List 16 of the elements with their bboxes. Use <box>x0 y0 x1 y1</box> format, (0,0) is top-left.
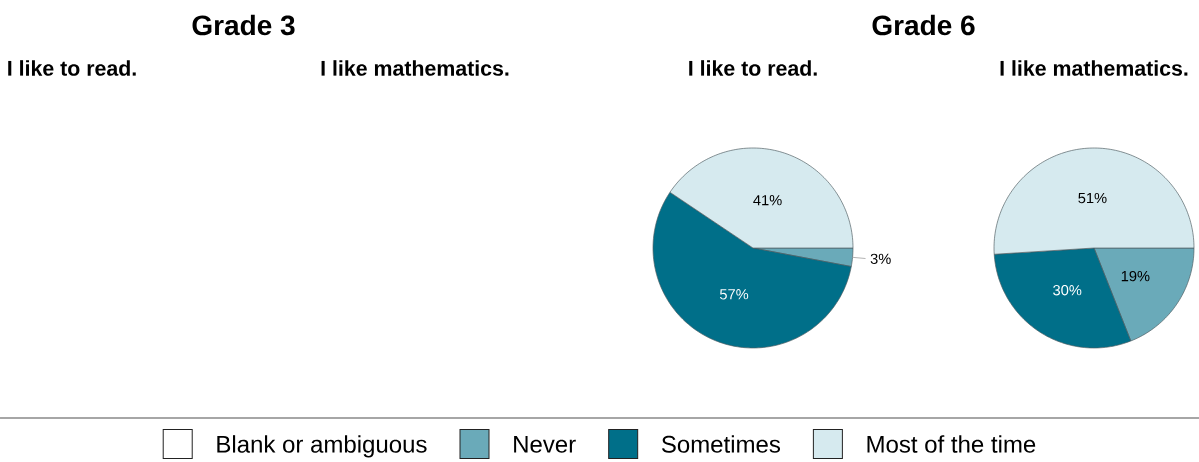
legend-label: Never <box>514 436 576 453</box>
data-label: 19% <box>1121 270 1150 282</box>
chart-subtitle: I like to read. <box>689 60 817 76</box>
data-label: 41% <box>753 195 782 206</box>
legend-label: Most of the time <box>867 435 1036 453</box>
text: Grade 3 <box>192 14 295 36</box>
legend-label: Blank or ambiguous <box>217 435 427 458</box>
data-label: 51% <box>1078 192 1107 204</box>
data-label: 3% <box>870 253 891 264</box>
legend-label: Sometimes <box>661 435 781 453</box>
data-label: 30% <box>1053 285 1082 296</box>
chart-title: Grade 6 <box>872 14 975 36</box>
chart-subtitle: I like mathematics. <box>1000 60 1188 76</box>
text: I like to read. <box>8 60 136 76</box>
data-label: 57% <box>719 289 749 300</box>
text: I like mathematics. <box>321 60 509 76</box>
